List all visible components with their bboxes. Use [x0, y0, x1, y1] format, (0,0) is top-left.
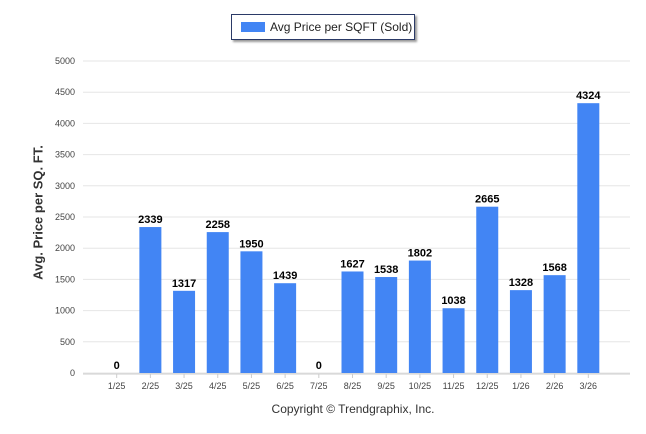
- bar: [206, 232, 229, 373]
- x-tick-label: 12/25: [476, 381, 499, 391]
- data-label: 1627: [340, 258, 364, 270]
- x-tick-label: 6/25: [276, 381, 294, 391]
- data-label: 1317: [172, 278, 196, 290]
- data-label: 0: [114, 360, 120, 372]
- bar: [173, 290, 196, 373]
- y-tick-label: 0: [70, 368, 75, 378]
- x-tick-label: 4/25: [209, 381, 227, 391]
- x-tick-label: 2/26: [546, 381, 564, 391]
- x-tick-label: 1/25: [108, 381, 126, 391]
- y-tick-label: 3500: [55, 150, 75, 160]
- y-tick-label: 5000: [55, 56, 75, 66]
- data-label: 1568: [542, 262, 566, 274]
- y-axis-label: Avg. Price per SQ. FT.: [30, 145, 46, 280]
- x-tick-label: 8/25: [344, 381, 362, 391]
- bar: [240, 251, 263, 373]
- legend-label: Avg Price per SQFT (Sold): [270, 20, 413, 34]
- copyright-text: Copyright © Trendgraphix, Inc.: [271, 402, 435, 416]
- bar: [408, 260, 431, 373]
- y-tick-label: 4500: [55, 87, 75, 97]
- bar: [274, 283, 297, 373]
- legend: Avg Price per SQFT (Sold): [231, 14, 415, 40]
- data-label: 1439: [273, 270, 297, 282]
- bar: [509, 290, 532, 373]
- x-tick-label: 3/25: [175, 381, 193, 391]
- bar: [139, 227, 162, 373]
- bar: [577, 103, 600, 373]
- x-tick-label: 11/25: [443, 381, 465, 391]
- x-tick-label: 7/25: [310, 381, 328, 391]
- y-tick-label: 500: [60, 337, 75, 347]
- legend-swatch: [241, 22, 265, 32]
- data-label: 1538: [374, 264, 398, 276]
- data-label: 1038: [441, 295, 465, 307]
- data-label: 1802: [408, 248, 432, 260]
- bar: [341, 271, 364, 373]
- data-label: 2339: [138, 214, 162, 226]
- x-tick-label: 2/25: [142, 381, 160, 391]
- y-tick-label: 4000: [55, 118, 75, 128]
- data-label: 2258: [206, 219, 230, 231]
- x-tick-label: 9/25: [377, 381, 395, 391]
- data-label: 2665: [475, 194, 499, 206]
- y-tick-label: 2500: [55, 212, 75, 222]
- x-tick-label: 3/26: [580, 381, 598, 391]
- data-label: 1950: [239, 238, 263, 250]
- bar: [375, 277, 398, 373]
- y-tick-label: 1500: [55, 274, 75, 284]
- data-label: 1328: [509, 277, 533, 289]
- bar: [543, 275, 566, 373]
- x-tick-label: 5/25: [243, 381, 261, 391]
- bar: [476, 206, 499, 373]
- y-tick-label: 2000: [55, 243, 75, 253]
- data-label: 0: [316, 360, 322, 372]
- x-tick-label: 10/25: [409, 381, 432, 391]
- y-tick-label: 1000: [55, 306, 75, 316]
- x-tick-label: 1/26: [512, 381, 530, 391]
- y-tick-label: 3000: [55, 181, 75, 191]
- data-label: 4324: [576, 90, 601, 102]
- bar: [442, 308, 465, 373]
